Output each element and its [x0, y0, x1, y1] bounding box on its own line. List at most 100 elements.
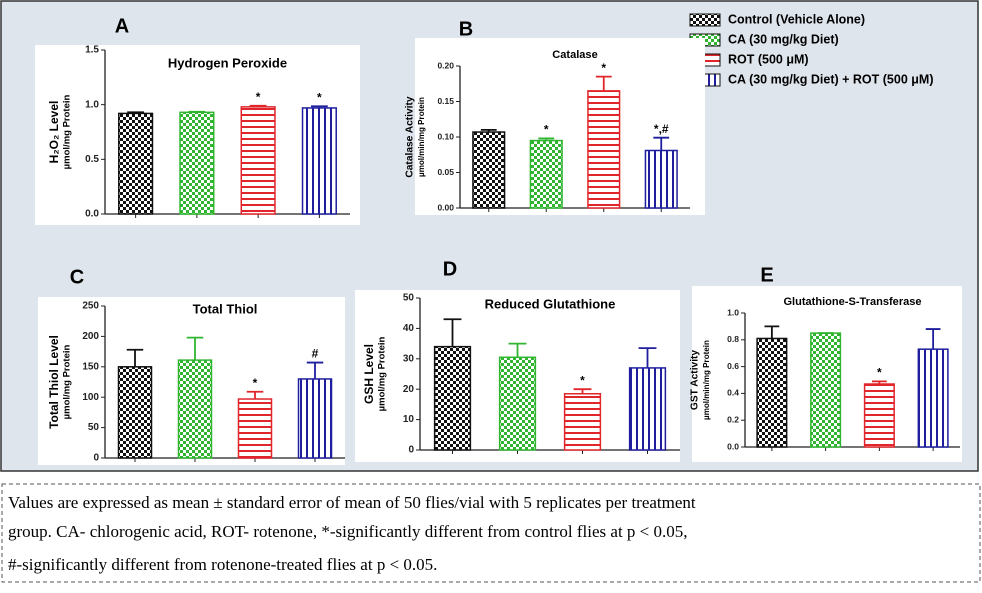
error-bar — [480, 129, 497, 133]
y-tick-label: 50 — [88, 422, 100, 433]
y-tick-label: 10 — [403, 414, 415, 425]
bar — [118, 112, 154, 215]
legend-label: ROT (500 μM) — [728, 52, 809, 66]
error-bar — [573, 388, 592, 394]
caption-box — [1, 483, 981, 583]
error-bar — [443, 318, 462, 347]
y-axis-label: H₂O₂ Level — [47, 101, 61, 164]
bar — [177, 359, 213, 459]
y-tick-label: 40 — [403, 323, 415, 334]
error-bar — [127, 111, 145, 114]
significance-label: *,# — [654, 122, 669, 136]
y-tick-label: 1.0 — [85, 99, 99, 110]
caption-line: group. CA- chlorogenic acid, ROT- roteno… — [8, 522, 688, 541]
y-tick-label: 250 — [82, 301, 99, 312]
y-tick-label: 200 — [82, 331, 99, 342]
y-tick-label: 150 — [82, 361, 99, 372]
y-tick-label: 0.05 — [437, 167, 454, 177]
y-tick-label: 0.2 — [727, 414, 739, 424]
significance-label: * — [256, 90, 261, 104]
y-tick-label: 0.6 — [727, 361, 739, 371]
legend-label: CA (30 mg/kg Diet) — [728, 32, 839, 46]
error-bar — [126, 348, 144, 367]
error-bar — [310, 105, 328, 108]
y-tick-label: 0 — [93, 453, 99, 464]
chart-title: Total Thiol — [193, 301, 258, 316]
y-tick-label: 0.0 — [85, 209, 99, 220]
chart-title: Glutathione-S-Transferase — [783, 296, 921, 308]
significance-label: * — [877, 366, 882, 380]
bar — [563, 393, 602, 451]
y-axis-label: Total Thiol Level — [47, 335, 61, 429]
caption-line: Values are expressed as mean ± standard … — [8, 493, 696, 512]
y-tick-label: 1.5 — [85, 45, 99, 56]
y-tick-label: 30 — [403, 353, 415, 364]
error-bar — [508, 342, 527, 358]
y-axis-label: µmol/mg Protein — [62, 344, 73, 419]
significance-label: * — [580, 373, 585, 387]
panel-letter: C — [70, 266, 84, 288]
error-bar — [638, 347, 657, 368]
bar — [433, 345, 472, 451]
caption-line: #-significantly different from rotenone-… — [8, 555, 437, 574]
y-tick-label: 0 — [408, 445, 414, 456]
error-bar — [538, 137, 555, 141]
y-tick-label: 0.8 — [727, 334, 739, 344]
y-tick-label: 100 — [82, 392, 99, 403]
bar — [179, 111, 215, 215]
panel-letter: B — [459, 18, 473, 40]
chart-title: Catalase — [552, 49, 597, 61]
bar — [117, 366, 153, 459]
chart-title: Reduced Glutathione — [485, 296, 616, 311]
bar — [529, 139, 563, 209]
y-tick-label: 0.5 — [85, 154, 99, 165]
panel-letter: E — [760, 264, 773, 286]
error-bar — [306, 361, 324, 379]
y-tick-label: 0.4 — [727, 388, 739, 398]
y-axis-label: µmol/mg Protein — [377, 336, 388, 411]
chart-title: Hydrogen Peroxide — [168, 55, 287, 70]
legend-label: Control (Vehicle Alone) — [728, 12, 865, 26]
significance-label: * — [253, 376, 258, 390]
bar — [644, 149, 678, 209]
bar — [810, 332, 842, 448]
bar — [917, 348, 949, 448]
bar — [237, 398, 273, 459]
y-tick-label: 20 — [403, 384, 415, 395]
error-bar — [871, 380, 887, 385]
bar — [587, 90, 621, 209]
bar — [301, 107, 337, 215]
error-bar — [653, 136, 670, 151]
bar — [472, 131, 506, 209]
bar — [628, 367, 667, 451]
significance-label: * — [317, 90, 322, 104]
significance-label: # — [312, 347, 319, 361]
panel-letter: A — [115, 15, 129, 37]
y-tick-label: 1.0 — [727, 307, 739, 317]
y-axis-label: Catalase Activity — [405, 96, 416, 177]
bar — [498, 356, 537, 451]
y-tick-label: 0.20 — [437, 60, 454, 70]
bar — [240, 106, 276, 215]
error-bar — [249, 104, 267, 107]
error-bar — [595, 75, 612, 91]
y-tick-label: 0.10 — [437, 131, 454, 141]
y-tick-label: 0.15 — [437, 96, 454, 106]
y-axis-label: GST Activity — [690, 350, 701, 411]
y-tick-label: 0.0 — [727, 441, 739, 451]
error-bar — [925, 328, 941, 350]
significance-label: * — [544, 123, 549, 137]
error-bar — [188, 110, 206, 113]
bar — [756, 337, 788, 448]
error-bar — [764, 325, 780, 339]
y-tick-label: 0.00 — [437, 202, 454, 212]
legend-label: CA (30 mg/kg Diet) + ROT (500 μM) — [728, 72, 933, 86]
y-axis-label: µmol/min/mg Protein — [702, 340, 711, 420]
significance-label: * — [601, 61, 606, 75]
y-tick-label: 50 — [403, 293, 415, 304]
bar — [863, 383, 895, 448]
bar — [297, 378, 333, 459]
error-bar — [246, 390, 264, 400]
